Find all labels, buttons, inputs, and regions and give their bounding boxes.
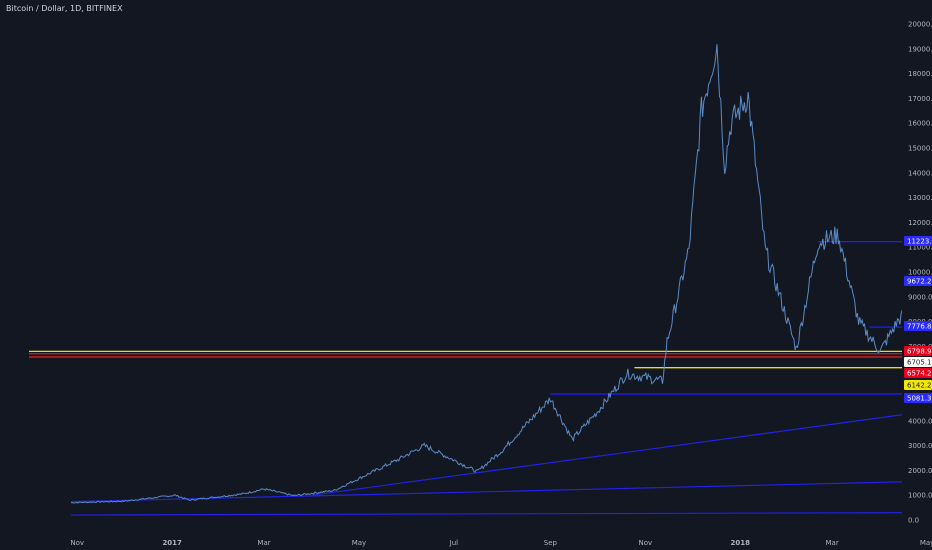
chart-title: Bitcoin / Dollar, 1D, BITFINEX <box>6 4 123 13</box>
price-tag-9672.2 <box>904 276 932 286</box>
y-tick-label: 2000.0 <box>908 467 932 475</box>
price-tag-6574.2 <box>904 368 932 378</box>
price-tag-5081.3 <box>904 393 932 403</box>
y-tick-label: 14000.0 <box>908 169 932 177</box>
price-tag-label: 7776.8 <box>907 323 932 331</box>
price-tag-6798.9 <box>904 346 932 356</box>
x-tick-label: Jul <box>449 539 459 547</box>
y-tick-label: 13000.0 <box>908 194 932 202</box>
price-tag-label: 11223.5 <box>907 238 932 246</box>
y-tick-label: 17000.0 <box>908 95 932 103</box>
price-tag-7776.8 <box>904 321 932 331</box>
y-tick-label: 12000.0 <box>908 219 932 227</box>
y-tick-label: 0.0 <box>908 517 919 525</box>
x-tick-label: May <box>920 539 932 547</box>
price-tag-label: 6574.2 <box>907 370 932 378</box>
y-tick-label: 4000.0 <box>908 417 932 425</box>
price-tag-label: 6798.9 <box>907 348 932 356</box>
price-tag-label: 9672.2 <box>907 278 932 286</box>
y-tick-label: 11000.0 <box>908 244 932 252</box>
price-tag-6705.1 <box>904 357 932 367</box>
y-tick-label: 15000.0 <box>908 145 932 153</box>
price-tag-6142.2 <box>904 380 932 390</box>
x-tick-label: Mar <box>257 539 270 547</box>
trend-line-1 <box>312 414 902 496</box>
y-tick-label: 20000.0 <box>908 21 932 29</box>
price-axis <box>902 0 932 550</box>
trend-line-0 <box>71 481 902 503</box>
x-tick-label: Mar <box>826 539 839 547</box>
x-tick-label: May <box>352 539 366 547</box>
price-tag-label: 5081.3 <box>907 395 932 403</box>
price-tag-label: 6705.1 <box>907 359 932 367</box>
trend-line-2 <box>71 512 902 516</box>
y-tick-label: 19000.0 <box>908 45 932 53</box>
price-series-0 <box>70 44 932 504</box>
y-tick-label: 9000.0 <box>908 293 932 301</box>
y-tick-label: 3000.0 <box>908 442 932 450</box>
x-tick-label: 2018 <box>731 539 751 547</box>
price-tag-label: 6142.2 <box>907 382 932 390</box>
x-tick-label: Nov <box>639 539 653 547</box>
y-tick-label: 16000.0 <box>908 120 932 128</box>
y-tick-label: 10000.0 <box>908 269 932 277</box>
price-tag-11223.5 <box>904 236 932 246</box>
x-tick-label: Nov <box>70 539 84 547</box>
y-tick-label: 1000.0 <box>908 492 932 500</box>
x-tick-label: Sep <box>544 539 558 547</box>
time-axis <box>0 530 902 550</box>
y-tick-label: 18000.0 <box>908 70 932 78</box>
x-tick-label: 2017 <box>162 539 182 547</box>
